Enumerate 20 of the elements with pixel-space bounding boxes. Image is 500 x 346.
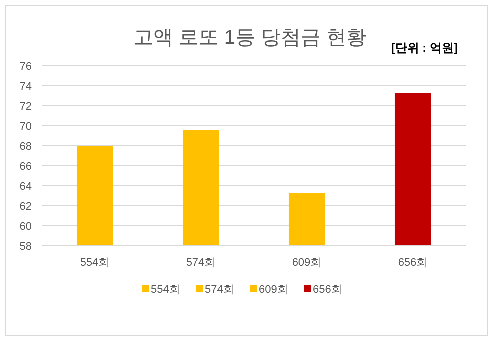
x-tick-label: 554회 xyxy=(80,257,110,269)
y-tick-label: 72 xyxy=(20,101,32,113)
y-tick-label: 74 xyxy=(20,81,32,93)
text: [단위 : 억원] xyxy=(391,41,458,55)
y-tick-label: 62 xyxy=(20,201,32,213)
y-tick-label: 64 xyxy=(20,181,32,193)
legend-label: 574회 xyxy=(205,284,234,296)
legend-label: 609회 xyxy=(259,284,288,296)
legend-label: 554회 xyxy=(151,284,180,296)
chart-title: 고액 로또 1등 당첨금 현황 xyxy=(133,27,367,49)
y-tick-label: 60 xyxy=(20,221,32,233)
y-tick-label: 66 xyxy=(20,161,32,173)
y-tick-label: 68 xyxy=(20,141,32,153)
legend-label: 656회 xyxy=(313,284,342,296)
x-tick-label: 656회 xyxy=(398,257,428,269)
x-tick-label: 574회 xyxy=(186,257,216,269)
y-tick-label: 76 xyxy=(20,61,32,73)
y-tick-label: 70 xyxy=(20,121,32,133)
y-tick-label: 58 xyxy=(20,241,32,253)
x-tick-label: 609회 xyxy=(292,257,322,269)
